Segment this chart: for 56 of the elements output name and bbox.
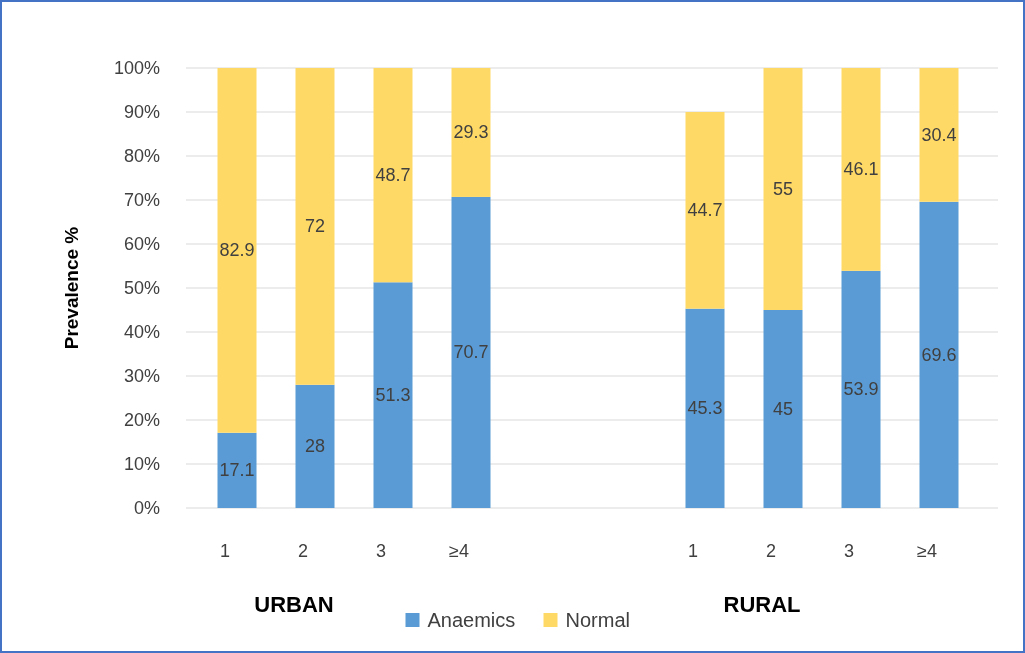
bar xyxy=(919,201,959,508)
y-tick-label: 80% xyxy=(123,146,160,166)
y-tick-label: 10% xyxy=(123,454,160,474)
data-label: 53.9 xyxy=(843,379,879,400)
data-label: 45.3 xyxy=(687,398,723,419)
bar xyxy=(763,68,803,310)
data-label: 55 xyxy=(772,179,794,199)
bar xyxy=(295,384,335,508)
bar xyxy=(373,282,413,508)
data-label: 69.6 xyxy=(921,344,957,365)
bar xyxy=(685,308,725,508)
legend-label: Anaemics xyxy=(427,609,516,631)
data-label: 17.1 xyxy=(219,460,255,481)
y-tick-label: 90% xyxy=(123,102,160,122)
bar xyxy=(451,68,491,197)
y-tick-label: 20% xyxy=(123,410,160,430)
data-label: 30.4 xyxy=(921,124,957,145)
bar xyxy=(217,432,257,508)
data-label: 28 xyxy=(304,436,326,457)
x-tick-label: ≥4 xyxy=(449,541,469,561)
y-tick-label: 60% xyxy=(123,234,160,254)
text: URBAN xyxy=(254,592,334,617)
y-tick-label: 100% xyxy=(113,58,160,78)
x-tick-label: 2 xyxy=(297,541,309,561)
bar xyxy=(919,68,959,202)
x-tick-label: ≥4 xyxy=(917,541,937,561)
text: RURAL xyxy=(723,592,801,617)
data-label: 46.1 xyxy=(843,159,879,180)
bar xyxy=(763,310,803,508)
y-tick-label: 30% xyxy=(123,366,160,386)
x-tick-label: 1 xyxy=(687,541,699,561)
bar xyxy=(373,68,413,283)
data-label: 72 xyxy=(304,216,326,237)
y-tick-label: 50% xyxy=(123,278,160,298)
y-axis-title: Prevalence % xyxy=(61,226,82,350)
data-label: 82.9 xyxy=(219,240,255,261)
data-label: 29.3 xyxy=(453,122,489,143)
y-tick-label: 40% xyxy=(123,322,160,342)
data-label: 45 xyxy=(772,399,794,419)
legend-label: Normal xyxy=(565,609,630,631)
data-label: 70.7 xyxy=(453,342,489,363)
bar xyxy=(841,68,881,271)
data-label: 51.3 xyxy=(375,385,411,406)
bar xyxy=(217,68,257,433)
x-tick-label: 3 xyxy=(375,541,387,561)
bar xyxy=(295,68,335,385)
bar xyxy=(451,196,491,508)
data-label: 44.7 xyxy=(687,200,723,221)
bar xyxy=(685,112,725,309)
y-tick-label: 0% xyxy=(133,498,160,518)
x-tick-label: 3 xyxy=(843,541,855,561)
y-tick-label: 70% xyxy=(123,190,160,210)
x-tick-label: 2 xyxy=(765,541,777,561)
x-tick-label: 1 xyxy=(219,541,231,561)
data-label: 48.7 xyxy=(375,165,411,186)
bar xyxy=(841,270,881,508)
